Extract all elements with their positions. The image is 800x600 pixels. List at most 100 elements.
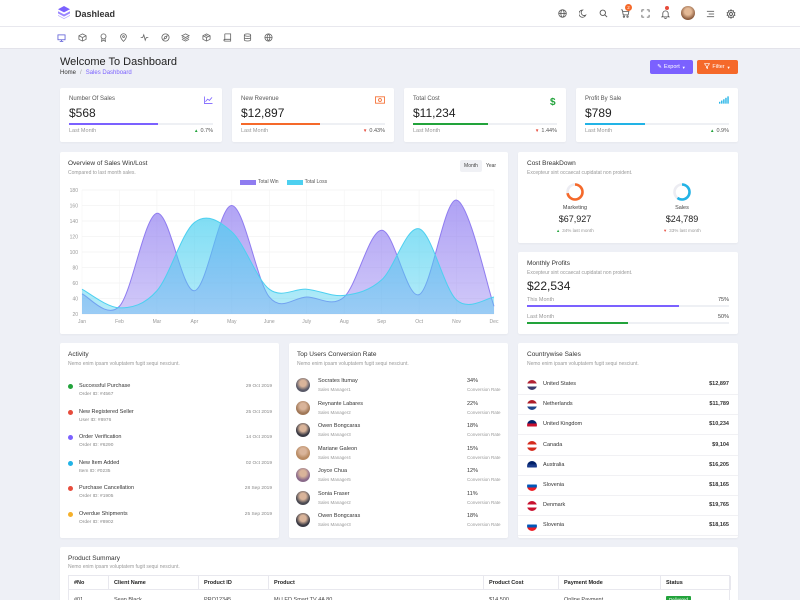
cost-label: Marketing	[562, 205, 588, 211]
user-name: Owen Bongcaras	[318, 423, 361, 429]
user-row[interactable]: Joyce Chua Sales Manager5 12% Conversion Ra…	[289, 465, 507, 487]
cost-value: $24,789	[665, 214, 699, 224]
user-row[interactable]: Owen Bongcaras Sales Manager3 18% Conversio…	[289, 510, 507, 532]
user-rate-label: Conversion Rate	[467, 454, 501, 460]
country-row[interactable]: Slovenia $18,165	[518, 476, 738, 496]
layers-icon[interactable]	[181, 33, 190, 42]
user-rate: 18%	[467, 423, 479, 429]
box-icon[interactable]	[202, 33, 211, 42]
globe-icon[interactable]	[557, 8, 568, 19]
table-cell: Online Payment	[564, 597, 604, 600]
cost-note-text: 33% last month	[669, 228, 701, 233]
tab-year[interactable]: Year	[485, 163, 497, 169]
flag-icon	[527, 521, 537, 532]
compass-icon[interactable]	[161, 33, 170, 42]
x-tick-label: Jan	[78, 319, 86, 325]
map-pin-icon[interactable]	[119, 33, 128, 42]
activity-item[interactable]: Successful Purchase Order ID: #4567 29 Oct…	[60, 381, 280, 406]
table-header-cell[interactable]: Client Name	[109, 576, 199, 590]
cost-card: Cost BreakDown Excepteur sint occaecat c…	[518, 152, 738, 243]
globe-nav-icon[interactable]	[264, 33, 273, 42]
country-row[interactable]: Slovenia $18,165	[518, 516, 738, 537]
breadcrumb-home[interactable]: Home	[60, 70, 77, 76]
kpi-last-label: Last Month	[241, 128, 269, 134]
kpi-progress-fill	[585, 123, 646, 125]
user-role: Sales Manager2	[318, 409, 351, 415]
country-name: Denmark	[543, 502, 566, 509]
database-icon[interactable]	[243, 33, 252, 42]
cost-item: Sales $24,789 ▼ 33% last month	[642, 182, 722, 237]
user-row[interactable]: Sonia Fraser Sales Manager2 11% Conversion …	[289, 488, 507, 510]
activity-item[interactable]: Purchase Cancellation Order ID: #1905 28 S…	[60, 483, 280, 508]
menu-icon[interactable]	[705, 8, 716, 19]
export-button[interactable]: ✎ Export ▼	[650, 60, 693, 74]
activity-item[interactable]: Order Verification Order ID: #6290 14 Oct …	[60, 432, 280, 457]
profit-progress-fill	[527, 305, 679, 307]
activity-item-id: Order ID: #8902	[79, 519, 114, 525]
activity-item-date: 29 Oct 2019	[245, 384, 272, 389]
activity-dot	[68, 511, 73, 517]
x-tick-label: Mar	[153, 319, 162, 325]
kpi-change-value: 0.7%	[200, 128, 213, 134]
table-row[interactable]: #01 Sean Black PRO12345 Mi LED Smart TV 4A …	[69, 591, 731, 600]
cube-icon[interactable]	[78, 33, 87, 42]
overview-chart: 20 40 60 80 100 120 140 160 180 Jan Feb Mar Apr May Ju…	[70, 188, 499, 325]
avatar[interactable]	[681, 6, 695, 20]
cart-icon[interactable]	[619, 8, 630, 19]
activity-item-title: New Item Added	[79, 459, 120, 466]
fullscreen-icon[interactable]	[640, 8, 651, 19]
x-tick-label: Aug	[340, 319, 349, 325]
tab-month[interactable]: Month	[460, 160, 482, 172]
bell-icon[interactable]	[660, 8, 671, 19]
gear-icon[interactable]	[725, 8, 736, 19]
activity-item[interactable]: New Registered Seller User ID: #8976 25 Oc…	[60, 407, 280, 432]
table-header-cell[interactable]: Product Cost	[484, 576, 559, 590]
monitor-icon[interactable]	[57, 33, 66, 42]
activity-item[interactable]: New Item Added Item ID: #0235 02 Oct 2019	[60, 458, 280, 483]
kpi-progress	[413, 123, 557, 125]
user-row[interactable]: Socrates Itumay Sales Manager1 34% Conversi…	[289, 375, 507, 397]
donut-fill	[673, 183, 691, 201]
country-row[interactable]: Canada $9,104	[518, 436, 738, 456]
table-header-cell[interactable]: Payment Mode	[559, 576, 661, 590]
legend-win[interactable]: Total Win	[240, 179, 279, 185]
cost-title: Cost BreakDown	[527, 160, 576, 167]
user-row[interactable]: Reynante Labares Sales Manager2 22% Convers…	[289, 398, 507, 420]
kpi-progress-fill	[413, 123, 488, 125]
country-row[interactable]: United States $12,897	[518, 375, 738, 395]
country-row[interactable]: Denmark $19,765	[518, 496, 738, 517]
country-name: Slovenia	[543, 522, 565, 529]
country-row[interactable]: United Kingdom $10,234	[518, 415, 738, 436]
cost-value: $67,927	[558, 214, 592, 224]
cost-note: ▼ 33% last month	[642, 228, 722, 233]
logo[interactable]: Dashlead	[58, 6, 115, 21]
summary-table: #No Client Name Product ID Product Product C…	[68, 575, 731, 600]
country-row[interactable]: Netherlands $11,789	[518, 395, 738, 416]
table-header-cell[interactable]: #No	[69, 576, 109, 590]
y-tick-label: 140	[70, 219, 79, 225]
activity-item[interactable]: Overdue Shipments Order ID: #8902 25 Sep 2…	[60, 509, 280, 534]
user-row[interactable]: Mariane Galeon Sales Manager4 15% Conversio…	[289, 443, 507, 465]
user-rate: 22%	[467, 400, 479, 407]
award-icon[interactable]	[99, 33, 108, 42]
kpi-change: ▼ 0.43%	[363, 128, 385, 134]
kpi-card: Total Cost $11,234 $ Last Month ▼ 1.44%	[404, 88, 566, 142]
kpi-value: $11,234	[413, 106, 456, 120]
kpi-last-label: Last Month	[69, 128, 97, 134]
moon-icon[interactable]	[578, 8, 589, 19]
user-name: Mariane Galeon	[318, 445, 358, 452]
activity-item-title: New Registered Seller	[79, 408, 134, 415]
book-icon[interactable]	[223, 33, 232, 42]
filter-button[interactable]: Filter ▼	[697, 60, 738, 74]
user-row[interactable]: Owen Bongcaras Sales Manager3 18% Conversio…	[289, 420, 507, 442]
table-header-cell[interactable]: Product ID	[199, 576, 269, 590]
kpi-card: New Revenue $12,897 Last Month ▼ 0.43%	[232, 88, 394, 142]
activity-icon[interactable]	[140, 33, 149, 42]
legend-loss[interactable]: Total Loss	[286, 179, 327, 185]
table-header-cell[interactable]: Product	[269, 576, 484, 590]
country-row[interactable]: Australia $16,205	[518, 456, 738, 476]
search-icon[interactable]	[598, 8, 609, 19]
table-header-cell[interactable]: Status	[661, 576, 731, 590]
country-sales: $11,789	[709, 401, 729, 408]
arrow-up-icon: ▲	[709, 128, 715, 133]
